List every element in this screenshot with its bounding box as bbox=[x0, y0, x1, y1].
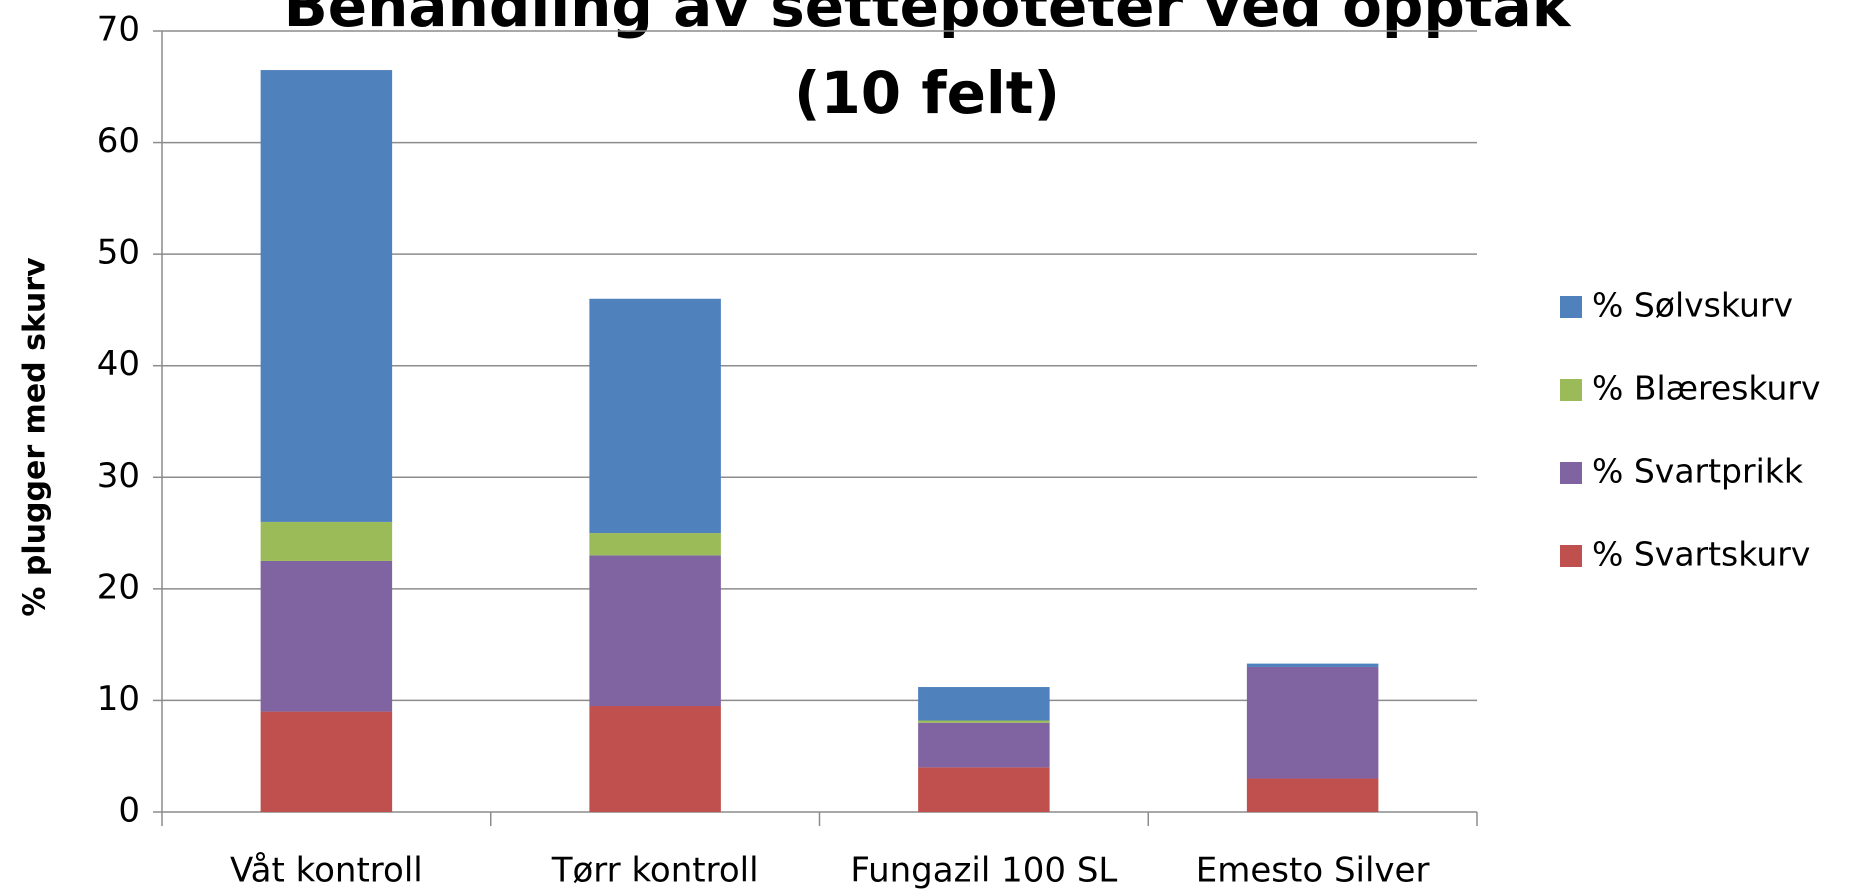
y-tick-label: 30 bbox=[97, 456, 140, 496]
x-tick-label: Våt kontroll bbox=[230, 851, 423, 891]
bar-segment bbox=[589, 555, 721, 707]
x-tick-label: Fungazil 100 SL bbox=[850, 851, 1117, 891]
legend-swatch bbox=[1560, 379, 1582, 401]
legend-label: % Svartskurv bbox=[1592, 535, 1810, 574]
bar-segment bbox=[1246, 666, 1379, 779]
y-tick-label: 60 bbox=[97, 121, 140, 161]
y-tick-label: 0 bbox=[118, 791, 140, 831]
y-tick-label: 50 bbox=[97, 233, 140, 273]
y-tick-label: 40 bbox=[97, 344, 140, 384]
bar-segment bbox=[260, 521, 393, 561]
legend-label: % Svartprikk bbox=[1592, 452, 1804, 491]
legend-swatch bbox=[1560, 462, 1582, 484]
bar-segment bbox=[1246, 778, 1379, 812]
x-tick-label: Tørr kontroll bbox=[551, 851, 759, 891]
bar-segment bbox=[589, 533, 721, 556]
bar-segment bbox=[918, 767, 1050, 812]
chart-title: Behandling av settepoteter ved opptak bbox=[284, 0, 1572, 40]
legend-label: % Sølvskurv bbox=[1592, 286, 1793, 325]
bar-segment bbox=[260, 70, 393, 522]
bar-segment bbox=[918, 687, 1050, 721]
legend-swatch bbox=[1560, 545, 1582, 567]
bar-segment bbox=[260, 711, 393, 812]
bar-segment bbox=[589, 706, 721, 812]
bar-segment bbox=[918, 720, 1050, 723]
bar-segment bbox=[589, 298, 721, 534]
legend-swatch bbox=[1560, 296, 1582, 318]
y-axis-label: % plugger med skurv bbox=[18, 257, 53, 617]
x-tick-label: Emesto Silver bbox=[1196, 851, 1430, 891]
chart-title: (10 felt) bbox=[794, 59, 1060, 127]
bar-segment bbox=[918, 722, 1050, 768]
y-tick-label: 70 bbox=[97, 10, 140, 50]
legend-label: % Blæreskurv bbox=[1592, 369, 1821, 408]
y-tick-label: 20 bbox=[97, 567, 140, 607]
bar-segment bbox=[260, 560, 393, 712]
y-tick-label: 10 bbox=[97, 679, 140, 719]
bar-segment bbox=[1246, 663, 1379, 667]
